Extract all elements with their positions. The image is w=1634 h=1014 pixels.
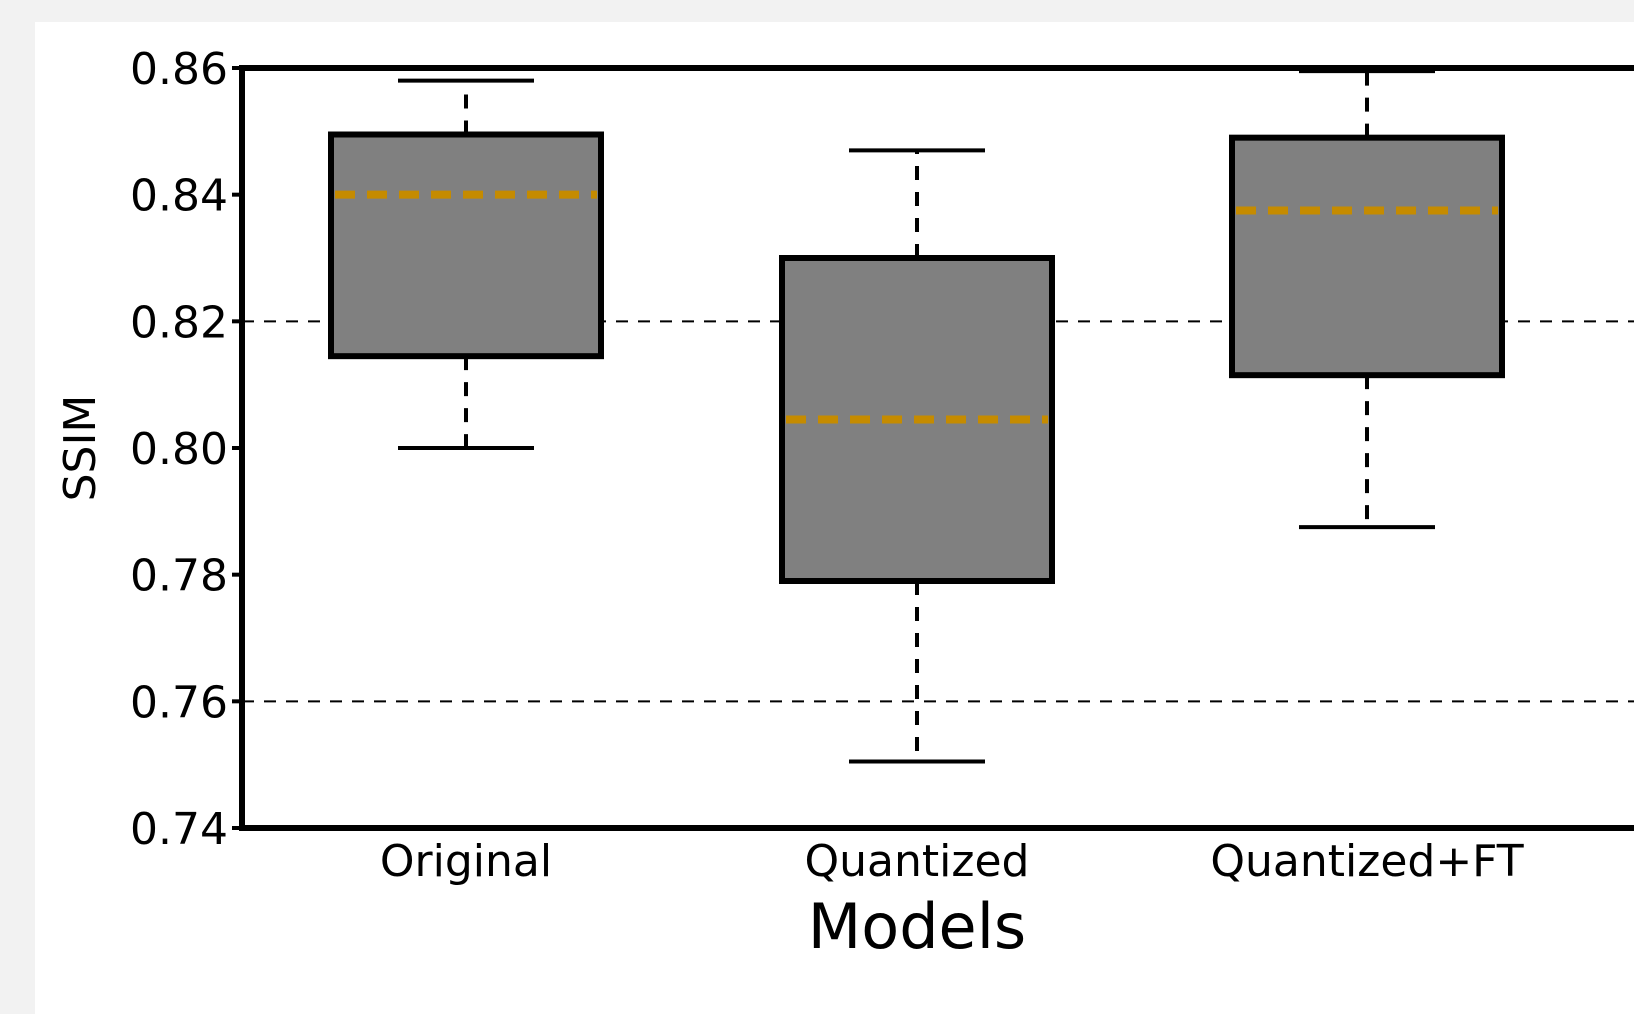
y-tick-label: 0.78	[130, 551, 228, 602]
y-axis: 0.74 0.76 0.78 0.80 0.82 0.84 0.86	[130, 44, 242, 855]
interquartile-box	[1229, 134, 1505, 379]
box-series	[328, 69, 1505, 764]
y-tick-label: 0.82	[130, 297, 228, 348]
interquartile-box	[328, 131, 604, 360]
box-3	[1229, 69, 1505, 530]
x-tick-label: Quantized+FT	[1210, 836, 1523, 887]
y-axis-label: SSIM	[55, 395, 106, 502]
x-axis-label: Models	[808, 890, 1026, 963]
x-axis: Original Quantized Quantized+FT	[380, 836, 1524, 887]
y-tick-label: 0.80	[130, 424, 228, 475]
box-2	[779, 148, 1055, 764]
box-1	[328, 78, 604, 450]
y-tick-label: 0.86	[130, 44, 228, 95]
y-tick-label: 0.84	[130, 171, 228, 222]
x-tick-label: Original	[380, 836, 552, 887]
x-tick-label: Quantized	[805, 836, 1030, 887]
y-tick-label: 0.74	[130, 804, 228, 855]
y-tick-label: 0.76	[130, 677, 228, 728]
